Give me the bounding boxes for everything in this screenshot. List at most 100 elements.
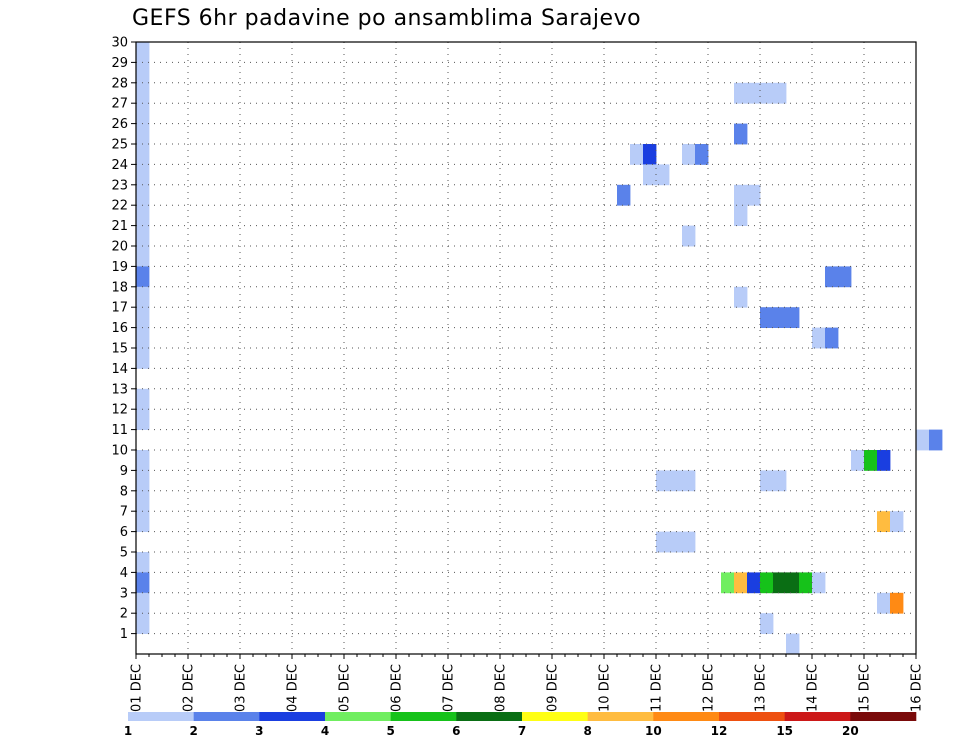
heatmap-cell: [656, 164, 670, 186]
legend-swatch: [850, 712, 917, 721]
y-tick-label: 8: [120, 484, 128, 499]
legend-swatch: [719, 712, 785, 721]
heatmap-cell: [136, 205, 150, 226]
x-tick-label: 08 DEC: [494, 664, 509, 712]
heatmap-cell: [630, 144, 644, 165]
y-tick-label: 18: [111, 280, 128, 295]
heatmap-cell: [773, 82, 787, 104]
heatmap-cell: [136, 266, 150, 288]
heatmap-cell: [799, 572, 813, 594]
x-tick-label: 01 DEC: [130, 664, 145, 712]
heatmap-cell: [786, 307, 800, 328]
legend-label: 3: [255, 724, 263, 738]
y-tick-label: 1: [120, 627, 128, 642]
y-tick-label: 21: [111, 219, 128, 234]
heatmap-cell: [136, 613, 150, 634]
y-tick-label: 14: [111, 362, 128, 377]
heatmap-cell: [929, 429, 943, 451]
x-tick-label: 06 DEC: [390, 664, 405, 712]
heatmap-cell: [734, 123, 748, 145]
heatmap-cell: [136, 592, 150, 614]
legend-label: 5: [386, 724, 394, 738]
heatmap-cell: [136, 286, 150, 308]
heatmap-cell: [136, 572, 150, 594]
heatmap-cell: [656, 470, 670, 492]
heatmap-cell: [136, 184, 150, 206]
heatmap-cell: [136, 225, 150, 247]
legend-swatch: [456, 712, 523, 721]
heatmap-cell: [877, 450, 891, 471]
x-tick-label: 10 DEC: [598, 664, 613, 712]
x-tick-label: 15 DEC: [858, 664, 873, 712]
heatmap-cell: [695, 144, 709, 165]
x-tick-label: 13 DEC: [754, 664, 769, 712]
heatmap-cell: [136, 123, 150, 145]
y-tick-label: 26: [111, 117, 128, 132]
heatmap-cell: [864, 450, 878, 471]
y-tick-label: 5: [120, 546, 128, 561]
heatmap-cell: [136, 409, 150, 430]
x-tick-label: 16 DEC: [910, 664, 925, 712]
y-axis: 1234567891011121314151617181920212223242…: [111, 36, 136, 642]
heatmap-cell: [760, 307, 774, 328]
heatmap-cell: [916, 429, 930, 451]
y-tick-label: 19: [111, 260, 128, 275]
heatmap-cell: [786, 572, 800, 594]
x-tick-label: 14 DEC: [806, 664, 821, 712]
heatmap-cell: [136, 42, 150, 63]
x-axis: 01 DEC 02 DEC 03 DEC 04 DEC 05 DEC 06 DEC 07 D…: [130, 654, 925, 712]
y-tick-label: 11: [111, 423, 128, 438]
y-tick-label: 30: [111, 36, 128, 51]
heatmap-cell: [136, 144, 150, 165]
legend-swatch: [193, 712, 260, 721]
legend-swatch: [128, 712, 194, 721]
heatmap-cell: [136, 552, 150, 573]
heatmap-cell: [734, 286, 748, 308]
heatmap-cell: [773, 470, 787, 492]
legend-label: 15: [776, 724, 793, 738]
heatmap-cell: [617, 184, 631, 206]
heatmap-cell: [136, 327, 150, 349]
y-tick-label: 24: [111, 158, 128, 173]
heatmap-cells: [136, 42, 943, 655]
heatmap-cell: [669, 470, 683, 492]
x-tick-label: 05 DEC: [338, 664, 353, 712]
heatmap-cell: [851, 450, 865, 471]
chart-title: GEFS 6hr padavine po ansamblima Sarajevo: [132, 6, 642, 31]
legend-swatch: [259, 712, 326, 721]
heatmap-cell: [136, 246, 150, 267]
heatmap-cell: [734, 184, 748, 206]
legend-swatch: [587, 712, 654, 721]
heatmap-cell: [760, 82, 774, 104]
y-tick-label: 23: [111, 178, 128, 193]
grid-lines: [136, 42, 916, 654]
heatmap-cell: [760, 470, 774, 492]
heatmap-cell: [734, 82, 748, 104]
heatmap-cell: [734, 205, 748, 226]
heatmap-cell: [734, 572, 748, 594]
y-tick-label: 15: [111, 342, 128, 357]
y-tick-label: 12: [111, 403, 128, 418]
y-tick-label: 29: [111, 56, 128, 71]
legend-label: 6: [452, 724, 460, 738]
heatmap-cell: [786, 633, 800, 655]
heatmap-cell: [643, 144, 657, 165]
y-tick-label: 13: [111, 382, 128, 397]
heatmap-cell: [747, 184, 761, 206]
heatmap-cell: [760, 613, 774, 634]
y-tick-label: 27: [111, 97, 128, 112]
heatmap-cell: [136, 348, 150, 369]
heatmap-cell: [877, 592, 891, 614]
x-tick-label: 04 DEC: [286, 664, 301, 712]
legend-label: 2: [189, 724, 197, 738]
legend-label: 8: [583, 724, 591, 738]
y-tick-label: 3: [120, 586, 128, 601]
x-tick-label: 03 DEC: [234, 664, 249, 712]
y-tick-label: 17: [111, 301, 128, 316]
x-tick-label: 02 DEC: [182, 664, 197, 712]
heatmap-cell: [136, 103, 150, 124]
heatmap-cell: [136, 450, 150, 471]
heatmap-cell: [643, 164, 657, 186]
x-tick-label: 11 DEC: [650, 664, 665, 712]
legend-label: 7: [518, 724, 526, 738]
